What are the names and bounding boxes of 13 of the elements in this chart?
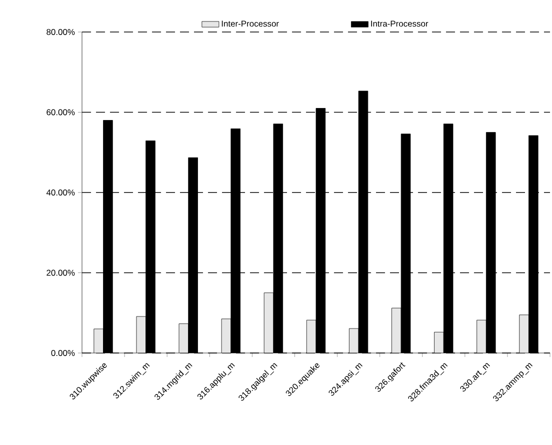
legend-label: Intra-Processor	[371, 20, 428, 27]
bar	[476, 320, 486, 353]
legend-label: Inter-Processor	[222, 20, 279, 27]
bar	[264, 292, 274, 353]
bar	[392, 308, 402, 353]
y-tick-label: 40.00%	[46, 190, 75, 196]
bar	[94, 328, 104, 353]
bar	[519, 314, 529, 353]
y-tick-label: 60.00%	[46, 109, 75, 116]
y-tick-label: 80.00%	[46, 29, 75, 35]
y-tick-label: 0.00%	[51, 350, 75, 356]
y-tick-label: 20.00%	[46, 270, 75, 276]
bar	[434, 332, 444, 353]
